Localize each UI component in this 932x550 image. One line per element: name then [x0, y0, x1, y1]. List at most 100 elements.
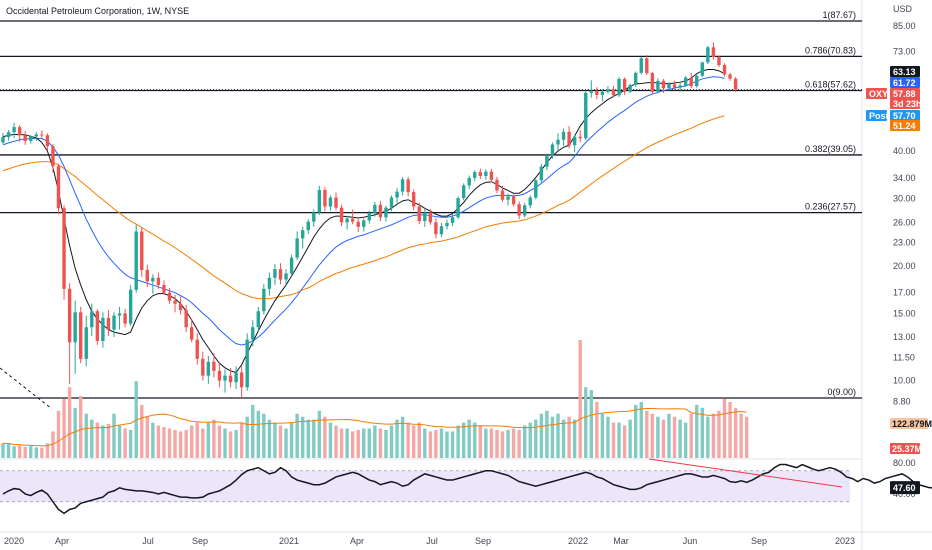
candle-body — [572, 136, 577, 146]
candle-body — [439, 226, 444, 235]
candle-body — [217, 370, 222, 381]
x-tick-label: Sep — [751, 536, 767, 546]
volume-bar — [661, 419, 666, 458]
candle-body — [23, 135, 27, 141]
rsi-tick-label: 80.00 — [893, 458, 916, 468]
candle-body — [589, 91, 593, 93]
volume-bar — [212, 419, 216, 458]
candle-body — [550, 144, 555, 157]
volume-bar — [511, 428, 516, 458]
volume-bar — [428, 431, 433, 458]
candle-body — [239, 372, 244, 388]
volume-bar — [178, 431, 183, 458]
candle-body — [278, 269, 283, 280]
y-tick-label: 26.00 — [893, 217, 916, 227]
volume-bar — [217, 425, 222, 458]
candle-body — [262, 288, 266, 312]
candle-body — [284, 273, 288, 280]
candle-body — [6, 132, 11, 138]
candle-body — [400, 179, 405, 192]
price-badge-label: 57.88 — [893, 89, 916, 99]
volume-bar — [733, 407, 738, 458]
price-badge — [890, 110, 920, 121]
volume-bar — [90, 419, 94, 458]
candle-body — [667, 84, 671, 89]
volume-ma-line — [2, 407, 747, 447]
volume-bar — [550, 416, 555, 458]
candle-body — [151, 277, 155, 282]
volume-bar — [461, 422, 466, 458]
candle-body — [539, 166, 544, 181]
volume-bar — [456, 425, 460, 458]
candle-body — [95, 311, 100, 341]
currency-label: USD — [893, 4, 913, 14]
candle-body — [251, 327, 255, 340]
volume-bar — [406, 422, 410, 458]
volume-bar — [45, 443, 50, 458]
fib-label: 0.382(39.05) — [805, 144, 856, 154]
volume-badge-label: 122.879M — [892, 419, 932, 429]
volume-bar — [584, 387, 588, 458]
y-tick-label: 23.00 — [893, 238, 916, 248]
volume-bar — [201, 428, 205, 458]
volume-bar — [151, 422, 155, 458]
volume-bar — [301, 416, 305, 458]
y-tick-label: 13.00 — [893, 332, 916, 342]
volume-bar — [328, 422, 333, 458]
price-badge — [890, 77, 920, 88]
volume-bar — [373, 425, 377, 458]
volume-bar — [123, 428, 127, 458]
candle-body — [162, 285, 166, 293]
candle-body — [517, 204, 521, 216]
volume-bar — [656, 416, 660, 458]
volume-bar — [284, 428, 288, 458]
candle-body — [301, 230, 305, 239]
candle-body — [190, 327, 194, 340]
candle-body — [1, 137, 5, 143]
volume-bar — [439, 428, 444, 458]
volume-bar — [622, 425, 627, 458]
volume-bar — [262, 413, 266, 458]
x-tick-label: Mar — [613, 536, 629, 546]
candle-body — [106, 317, 111, 330]
candle-body — [128, 289, 133, 324]
volume-bar — [689, 413, 693, 458]
y-tick-label: 17.00 — [893, 288, 916, 298]
candle-body — [484, 171, 488, 176]
volume-bar — [528, 422, 532, 458]
volume-bar — [600, 413, 605, 458]
candle-body — [56, 166, 61, 209]
candle-body — [184, 310, 188, 328]
volume-bar — [706, 416, 710, 458]
ema-slow-line — [2, 115, 725, 300]
volume-bar — [256, 410, 260, 458]
volume-bar — [517, 429, 521, 458]
volume-bar — [56, 410, 61, 458]
volume-bar — [101, 425, 105, 458]
volume-bar — [317, 410, 322, 458]
candle-body — [389, 197, 394, 208]
volume-bar — [650, 413, 655, 458]
candle-body — [156, 277, 161, 286]
candle-body — [367, 213, 371, 221]
volume-bar — [245, 416, 249, 458]
volume-bar — [717, 410, 721, 458]
volume-bar — [295, 413, 299, 458]
volume-bar — [362, 428, 366, 458]
candle-body — [600, 91, 605, 95]
price-badge-label: 61.72 — [893, 78, 916, 88]
rsi-value-label: 47.60 — [893, 483, 916, 493]
candle-body — [545, 156, 549, 167]
volume-bar — [572, 419, 577, 458]
volume-bar — [484, 428, 488, 458]
candle-body — [695, 75, 699, 87]
volume-bar — [667, 413, 671, 458]
candle-body — [273, 269, 277, 278]
volume-bar — [611, 422, 616, 458]
candle-body — [417, 206, 421, 222]
volume-bar — [140, 404, 144, 458]
candle-body — [511, 196, 516, 205]
volume-bar — [106, 424, 111, 458]
volume-bar — [434, 429, 438, 458]
